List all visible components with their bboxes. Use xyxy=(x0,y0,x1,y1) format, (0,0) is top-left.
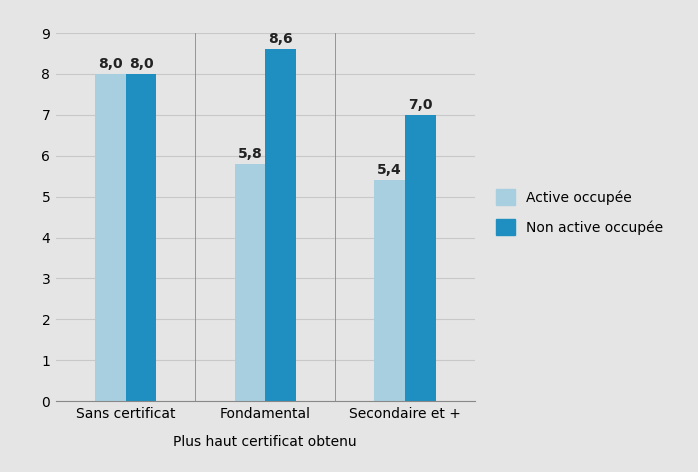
Bar xyxy=(95,74,126,401)
Text: 5,4: 5,4 xyxy=(377,163,402,177)
Bar xyxy=(235,164,265,401)
Text: 5,8: 5,8 xyxy=(237,147,262,160)
Text: 8,6: 8,6 xyxy=(268,32,293,46)
Bar xyxy=(405,115,436,401)
Bar xyxy=(265,50,296,401)
Bar xyxy=(126,74,156,401)
Legend: Active occupée, Non active occupée: Active occupée, Non active occupée xyxy=(496,189,663,236)
Text: 7,0: 7,0 xyxy=(408,98,433,111)
Text: 8,0: 8,0 xyxy=(98,57,123,71)
Bar xyxy=(374,180,405,401)
Text: 8,0: 8,0 xyxy=(128,57,154,71)
X-axis label: Plus haut certificat obtenu: Plus haut certificat obtenu xyxy=(173,435,357,449)
